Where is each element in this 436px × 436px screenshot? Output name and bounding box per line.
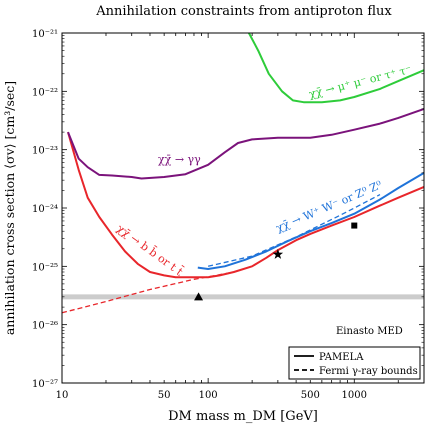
legend-fermi-label: Fermi γ-ray bounds (319, 366, 418, 377)
x-tick-label: 100 (199, 390, 218, 401)
marker-star (272, 248, 284, 259)
x-tick-label: 1000 (342, 390, 367, 401)
legend-pamela-label: PAMELA (319, 352, 364, 363)
legend: PAMELA Fermi γ-ray bounds (288, 346, 421, 380)
x-tick-label: 10 (56, 390, 69, 401)
tick-layer: 10 50 100 500 1000 10⁻²⁷ 10⁻²⁶ 10⁻²⁵ 10⁻²⁴ 10⁻²³ 1… (32, 29, 425, 401)
marker-layer (194, 222, 358, 301)
y-tick-label: 10⁻²³ (32, 146, 58, 157)
series-line-3 (248, 32, 425, 104)
y-tick-label: 10⁻²² (32, 87, 58, 98)
annotation-einasto: Einasto MED (336, 326, 403, 337)
y-tick-label: 10⁻²⁷ (32, 379, 58, 390)
legend-box (288, 346, 421, 380)
y-tick-label: 10⁻²⁶ (32, 321, 58, 332)
x-axis-label: DM mass m_DM [GeV] (168, 409, 318, 424)
y-tick-label: 10⁻²⁴ (32, 204, 58, 215)
x-tick-label: 500 (301, 390, 320, 401)
marker-square (351, 222, 358, 229)
y-axis-label: annihilation cross section ⟨σv⟩ [cm³/sec… (2, 81, 17, 335)
chart-title: Annihilation constraints from antiproton… (95, 4, 392, 19)
marker-triangle (194, 292, 204, 301)
y-tick-label: 10⁻²¹ (32, 29, 58, 40)
x-tick-label: 50 (158, 390, 171, 401)
series-line-5 (207, 194, 381, 267)
label-gammagamma: χχ̄ → γγ (158, 153, 201, 166)
y-tick-label: 10⁻²⁵ (32, 262, 58, 273)
series-line-4 (61, 271, 235, 314)
series-layer (61, 32, 425, 314)
series-line-1 (67, 107, 425, 180)
